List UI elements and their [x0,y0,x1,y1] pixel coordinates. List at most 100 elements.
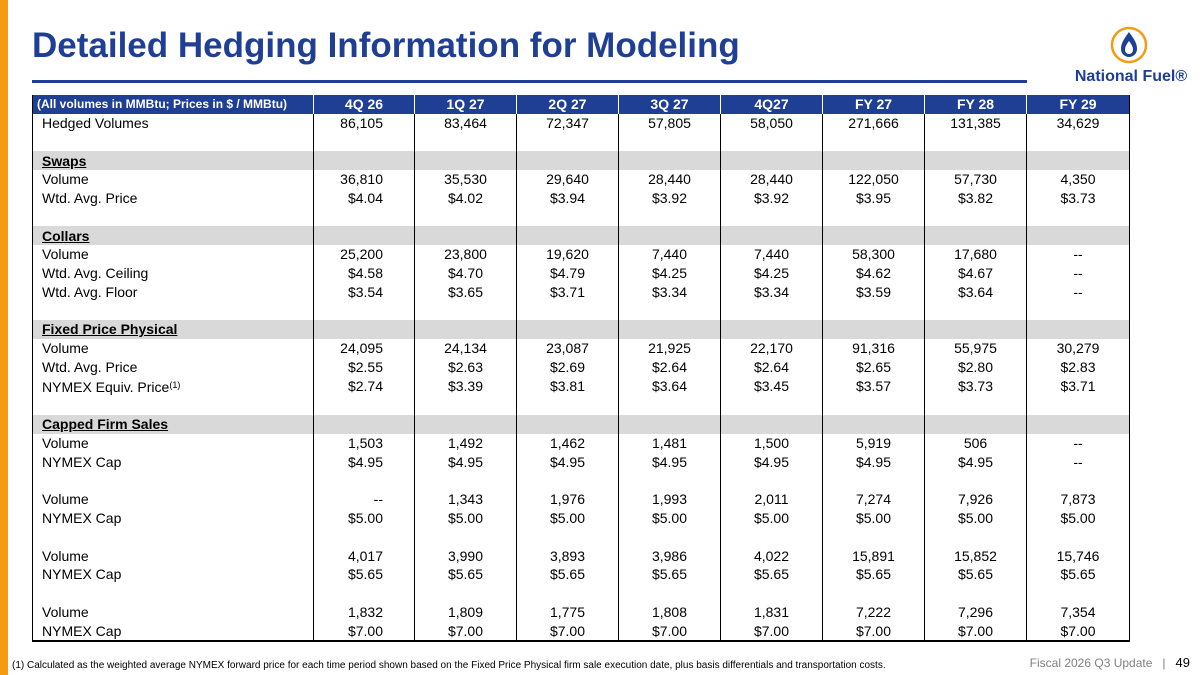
table-cell [720,583,823,603]
row-label: NYMEX Equiv. Price(1) [33,376,314,396]
table-cell [618,151,721,170]
table-cell [1026,471,1130,490]
table-row: Volume 25,200 23,800 19,620 7,440 7,440 58,300… [33,245,1130,264]
table-cell: 29,640 [516,170,619,189]
table-cell: $2.65 [822,357,925,377]
table-cell [414,151,517,170]
table-cell [618,527,721,547]
table-cell: $5.00 [414,508,517,528]
table-cell [720,207,823,227]
table-cell [1026,207,1130,227]
table-cell: $7.00 [313,621,415,642]
table-cell [822,471,925,490]
row-label: Wtd. Avg. Price [33,189,314,208]
row-label: NYMEX Cap [32,621,314,642]
table-cell: 28,440 [720,170,823,189]
table-cell [822,527,925,547]
table-cell: $2.55 [313,357,415,377]
row-label [33,396,314,415]
table-cell: 58,050 [720,113,823,133]
table-cell [618,320,721,339]
table-cell: $3.39 [414,376,517,397]
table-cell [414,320,517,339]
table-cell: 34,629 [1026,113,1130,133]
table-cell: $5.00 [720,508,823,528]
table-cell [618,226,721,245]
table-cell [822,207,925,227]
table-cell: $4.04 [313,188,415,208]
table-cell: 24,095 [313,338,415,358]
table-cell: $3.34 [618,282,721,302]
table-cell [414,207,517,227]
table-cell: 1,503 [313,433,415,453]
row-label [33,584,314,603]
spacer-row [33,583,1130,603]
row-label-text: Wtd. Avg. Price [42,358,138,375]
table-cell [618,132,721,152]
row-label-text: Wtd. Avg. Price [42,190,138,207]
table-cell: $5.00 [1026,508,1130,528]
table-cell: 25,200 [313,245,415,264]
table-cell: 1,462 [516,433,619,453]
table-cell [822,226,925,245]
table-row: Volume 4,017 3,990 3,893 3,986 4,022 15,891 15,… [33,546,1130,565]
table-cell [822,301,925,320]
table-cell [516,527,619,547]
table-cell: 4,350 [1026,170,1130,189]
table-cell: $4.95 [720,452,823,472]
table-cell: $2.64 [618,357,721,377]
table-row: Volume 36,810 35,530 29,640 28,440 28,440 122,… [33,170,1130,189]
row-label-text: Volume [42,547,89,564]
table-cell: $7.00 [720,621,823,642]
table-cell: 3,893 [516,546,619,565]
table-cell: 15,746 [1026,546,1130,565]
table-cell [1026,226,1130,245]
table-cell [720,396,823,415]
table-cell: $3.73 [924,376,1027,397]
table-cell: $7.00 [1026,621,1130,642]
table-cell: $5.00 [313,508,415,528]
table-cell: $2.69 [516,357,619,377]
table-cell: -- [1026,263,1130,283]
table-cell [516,301,619,320]
table-cell: $7.00 [516,621,619,642]
table-cell: 506 [924,433,1027,453]
table-row: Volume 24,095 24,134 23,087 21,925 22,170 91,3… [33,338,1130,358]
table-cell: 7,354 [1026,602,1130,622]
table-cell: 15,852 [924,546,1027,565]
table-cell [924,396,1027,415]
footnote: (1) Calculated as the weighted average N… [12,660,886,671]
table-cell [924,583,1027,603]
spacer-row [33,527,1130,547]
table-cell [313,301,415,320]
table-cell [1026,301,1130,320]
spacer-row [33,301,1130,320]
units-note: (All volumes in MMBtu; Prices in $ / MMB… [32,95,314,114]
row-label: Volume [33,546,314,565]
table-cell: $3.71 [1026,376,1130,397]
table-cell: $4.58 [313,263,415,283]
table-cell: $5.65 [720,565,823,584]
table-cell [313,207,415,227]
table-cell [313,226,415,245]
table-cell: $3.45 [720,376,823,397]
table-cell: 57,805 [618,113,721,133]
table-row: NYMEX Cap $5.00 $5.00 $5.00 $5.00 $5.00 $5.00 $… [33,508,1130,528]
row-label-text: Volume [42,246,89,263]
table-row: NYMEX Cap $5.65 $5.65 $5.65 $5.65 $5.65 $5.65 $… [33,565,1130,584]
table-cell: 1,809 [414,602,517,622]
company-logo: National Fuel® [1072,26,1190,88]
section-label: Swaps [32,151,314,170]
table-cell: $4.95 [414,452,517,472]
table-cell: 1,492 [414,433,517,453]
table-cell [313,471,415,490]
row-label: Wtd. Avg. Price [33,358,314,377]
table-cell: $3.34 [720,282,823,302]
table-row: Volume 1,503 1,492 1,462 1,481 1,500 5,919 506-… [33,433,1130,453]
table-row: Wtd. Avg. Floor $3.54 $3.65 $3.71 $3.34 $3.34… [33,282,1130,302]
table-cell [516,207,619,227]
table-cell [516,396,619,415]
table-cell [1026,396,1130,415]
table-row: Volume 1,832 1,809 1,775 1,808 1,831 7,222 7,29… [33,602,1130,622]
table-cell [313,320,415,339]
